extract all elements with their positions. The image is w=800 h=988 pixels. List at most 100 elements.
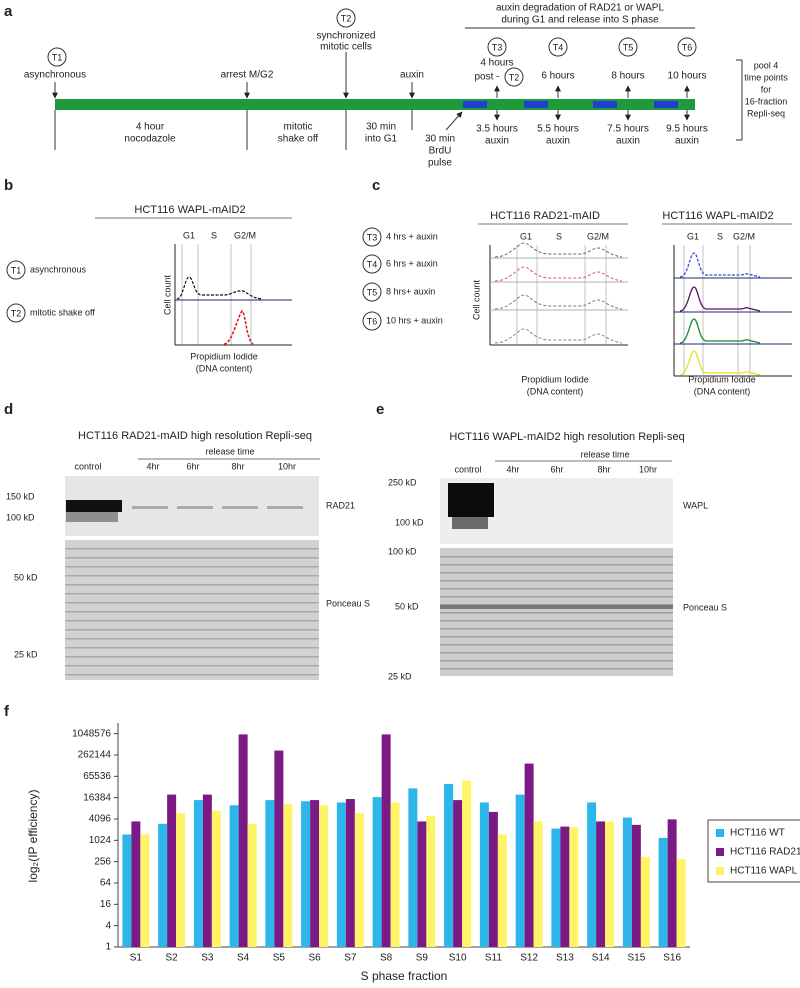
bar: [247, 823, 257, 947]
blot-band: [65, 557, 319, 559]
label: shake off: [278, 134, 319, 145]
label: auxin degradation of RAD21 or WAPL: [496, 3, 664, 14]
blot-band: [440, 564, 673, 566]
label: for: [761, 84, 772, 94]
label: HCT116 WAPL-mAID2: [134, 204, 245, 216]
blot-band: [440, 572, 673, 574]
label: Repli-seq: [747, 108, 785, 118]
label: 6hr: [550, 464, 563, 474]
label: 8 hours: [611, 71, 644, 82]
blot-band: [65, 611, 319, 613]
curve: [679, 350, 761, 376]
bar: [640, 856, 650, 947]
label: Propidium Iodide: [688, 374, 756, 384]
bar: [488, 811, 498, 947]
label: Propidium Iodide: [521, 374, 589, 384]
blot-band: [440, 588, 673, 590]
label: 9.5 hours: [666, 124, 708, 135]
panel-letter: a: [4, 3, 13, 20]
bar: [658, 837, 668, 947]
label: 8 hrs+ auxin: [386, 286, 435, 296]
curve: [494, 294, 623, 310]
legend-swatch: [716, 848, 724, 856]
label: asynchronous: [24, 70, 86, 81]
label: HCT116 WAPL-mAID2 high resolution Repli-…: [449, 431, 684, 443]
label: auxin: [675, 136, 699, 147]
label: asynchronous: [30, 264, 87, 274]
label: 30 min: [425, 134, 455, 145]
bar: [122, 834, 132, 947]
label: nocodazole: [124, 134, 176, 145]
bar: [462, 780, 472, 947]
curve: [494, 328, 623, 344]
panel-letter: e: [376, 401, 384, 418]
y-tick-label: 256: [94, 856, 111, 867]
bar: [676, 859, 686, 947]
timepoint-circle: [6, 260, 26, 280]
label: 100 kD: [6, 512, 35, 522]
label: G2/M: [234, 230, 256, 240]
bar: [631, 824, 641, 947]
x-tick-label: S8: [380, 953, 393, 964]
bar: [229, 805, 239, 947]
y-tick-label: 65536: [83, 771, 111, 782]
panel-letter: f: [4, 703, 10, 720]
label: 6hr: [186, 461, 199, 471]
label: arrest M/G2: [221, 70, 274, 81]
bar: [533, 821, 543, 947]
y-axis-label: log₂(IP efficiency): [26, 790, 40, 883]
legend-label: HCT116 RAD21 KD: [730, 847, 800, 858]
y-tick-label: 1048576: [72, 728, 111, 739]
label: WAPL: [683, 500, 708, 510]
timepoint-circle: [6, 303, 26, 323]
label: auxin: [616, 136, 640, 147]
bar: [444, 783, 454, 947]
label: 8hr: [597, 464, 610, 474]
bar: [560, 826, 570, 947]
auxin-pulse: [463, 101, 487, 108]
legend-swatch: [716, 829, 724, 837]
panel-letter: d: [4, 401, 13, 418]
x-tick-label: S1: [130, 953, 143, 964]
label: 5.5 hours: [537, 124, 579, 135]
label: 10 hours: [668, 71, 707, 82]
label: pulse: [428, 158, 452, 169]
label: S: [211, 230, 217, 240]
blot-band: [440, 556, 673, 558]
bar: [283, 803, 293, 947]
blot-band: [267, 506, 303, 509]
label: 25 kD: [388, 671, 412, 681]
y-tick-label: 16384: [83, 792, 111, 803]
label: 10 hrs + auxin: [386, 315, 443, 325]
bar: [381, 734, 391, 947]
blot-band: [440, 660, 673, 662]
x-tick-label: S7: [344, 953, 357, 964]
label: 4 hours: [480, 58, 513, 69]
blot-band: [65, 638, 319, 640]
blot-band: [65, 665, 319, 667]
label: G1: [687, 231, 699, 241]
bar: [497, 834, 507, 947]
label: 100 kD: [388, 546, 417, 556]
label: release time: [580, 449, 629, 459]
blot-band: [65, 674, 319, 676]
label: post -: [474, 72, 499, 83]
blot-band: [440, 628, 673, 630]
timepoint-label: T6: [367, 316, 378, 326]
x-tick-label: S16: [663, 953, 681, 964]
timepoint-label: T3: [492, 42, 503, 52]
bar: [390, 802, 400, 947]
label: G1: [183, 230, 195, 240]
bar: [596, 821, 606, 947]
timepoint-label: T3: [367, 232, 378, 242]
blot-band: [65, 647, 319, 649]
y-tick-label: 16: [100, 899, 112, 910]
blot-band: [65, 629, 319, 631]
label: RAD21: [326, 500, 355, 510]
bar: [211, 810, 221, 947]
x-tick-label: S13: [556, 953, 574, 964]
y-tick-label: 262144: [78, 750, 112, 761]
label: (DNA content): [527, 386, 584, 396]
timepoint-circle: [487, 37, 507, 57]
auxin-pulse: [524, 101, 548, 108]
